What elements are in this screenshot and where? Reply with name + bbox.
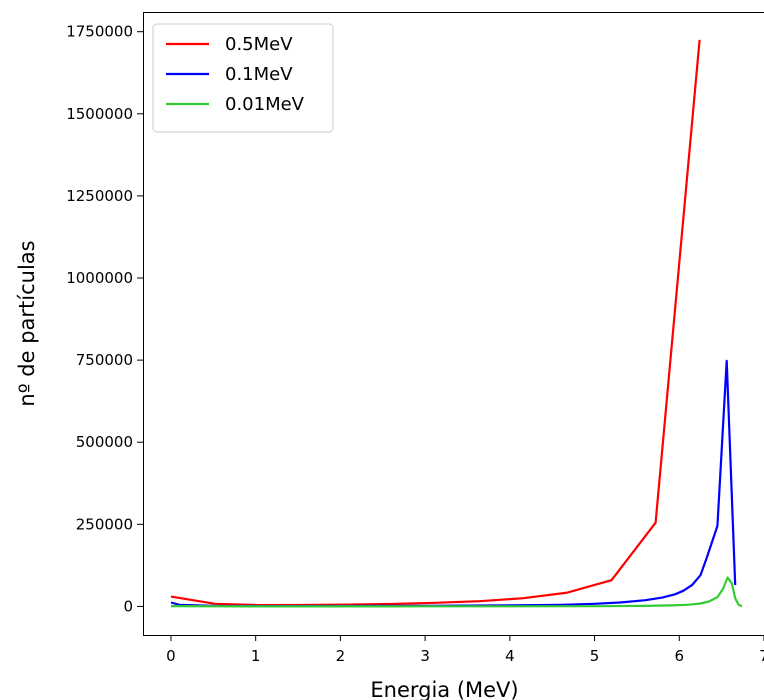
y-tick-label: 1000000: [66, 269, 133, 287]
plot-frame: [143, 12, 764, 636]
series-layer: [170, 39, 743, 608]
x-tick-label: 5: [590, 647, 600, 665]
y-tick-label: 250000: [76, 515, 133, 533]
x-tick-label: 1: [251, 647, 261, 665]
x-tick-label: 3: [420, 647, 430, 665]
y-tick-label: 0: [123, 597, 133, 615]
x-tick-label: 6: [675, 647, 685, 665]
series-line-2: [170, 576, 743, 608]
x-axis-title: Energia (MeV): [370, 678, 518, 700]
legend-label: 0.5MeV: [225, 34, 293, 55]
y-tick-label: 1250000: [66, 187, 133, 205]
x-tick-label: 4: [505, 647, 515, 665]
y-tick-label: 500000: [76, 433, 133, 451]
legend: 0.5MeV 0.1MeV 0.01MeV: [152, 23, 334, 133]
y-tick-label: 1500000: [66, 105, 133, 123]
legend-label: 0.01MeV: [225, 94, 305, 115]
y-tick-label: 750000: [76, 351, 133, 369]
y-tick-label: 1750000: [66, 23, 133, 41]
x-axis-ticks: 0 1 2 3 4 5 6 7: [166, 635, 764, 665]
legend-label: 0.1MeV: [225, 64, 293, 85]
x-tick-label: 0: [166, 647, 176, 665]
y-axis-ticks: 0 250000 500000 750000 1000000 1250000 1500000…: [66, 23, 143, 615]
x-tick-label: 7: [759, 647, 764, 665]
y-axis-title: nº de partículas: [15, 240, 39, 406]
x-tick-label: 2: [336, 647, 346, 665]
